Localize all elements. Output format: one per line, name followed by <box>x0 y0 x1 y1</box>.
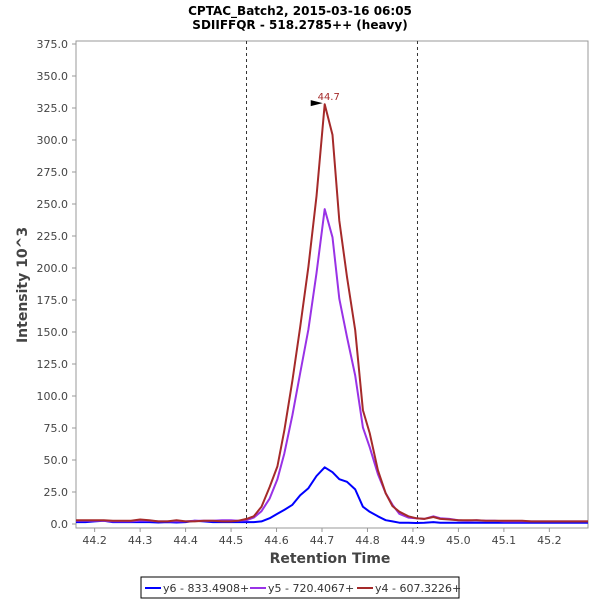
plot-area <box>75 40 589 529</box>
y-tick-label: 25.0 <box>44 486 69 499</box>
x-tick-label: 44.6 <box>264 534 289 547</box>
peak-label: 44.7 <box>318 92 340 103</box>
x-tick-label: 44.2 <box>82 534 107 547</box>
y-tick-label: 275.0 <box>37 166 69 179</box>
legend <box>140 576 460 599</box>
x-tick-label: 44.7 <box>310 534 335 547</box>
x-tick-label: 44.9 <box>401 534 426 547</box>
y-tick-label: 125.0 <box>37 358 69 371</box>
y-tick-label: 225.0 <box>37 230 69 243</box>
y-tick-label: 175.0 <box>37 294 69 307</box>
y-tick-label: 325.0 <box>37 102 69 115</box>
x-tick-label: 45.0 <box>446 534 471 547</box>
y-tick-label: 150.0 <box>37 326 69 339</box>
legend-label: y5 - 720.4067+ <box>268 582 354 595</box>
x-axis-label: Retention Time <box>270 551 391 567</box>
x-tick-label: 44.3 <box>128 534 153 547</box>
peak-arrow-icon <box>310 100 323 107</box>
y-axis-label: Intensity 10^3 <box>15 227 31 343</box>
x-tick-label: 44.4 <box>173 534 198 547</box>
y-tick-label: 50.0 <box>44 454 69 467</box>
chart-subtitle: SDIIFFQR - 518.2785++ (heavy) <box>192 18 407 32</box>
y-tick-label: 350.0 <box>37 70 69 83</box>
y-tick-label: 250.0 <box>37 198 69 211</box>
y-tick-label: 75.0 <box>44 422 69 435</box>
y-tick-label: 0.0 <box>51 518 69 531</box>
x-tick-label: 44.5 <box>219 534 244 547</box>
y-tick-label: 375.0 <box>37 38 69 51</box>
legend-label: y6 - 833.4908+ <box>163 582 249 595</box>
x-tick-label: 45.1 <box>492 534 517 547</box>
chart-title: CPTAC_Batch2, 2015-03-16 06:05 <box>188 4 412 19</box>
y-tick-label: 300.0 <box>37 134 69 147</box>
x-tick-label: 45.2 <box>537 534 562 547</box>
y-tick-label: 100.0 <box>37 390 69 403</box>
y-tick-label: 200.0 <box>37 262 69 275</box>
legend-label: y4 - 607.3226+ <box>375 582 461 595</box>
x-tick-label: 44.8 <box>355 534 380 547</box>
series-line <box>76 103 588 523</box>
